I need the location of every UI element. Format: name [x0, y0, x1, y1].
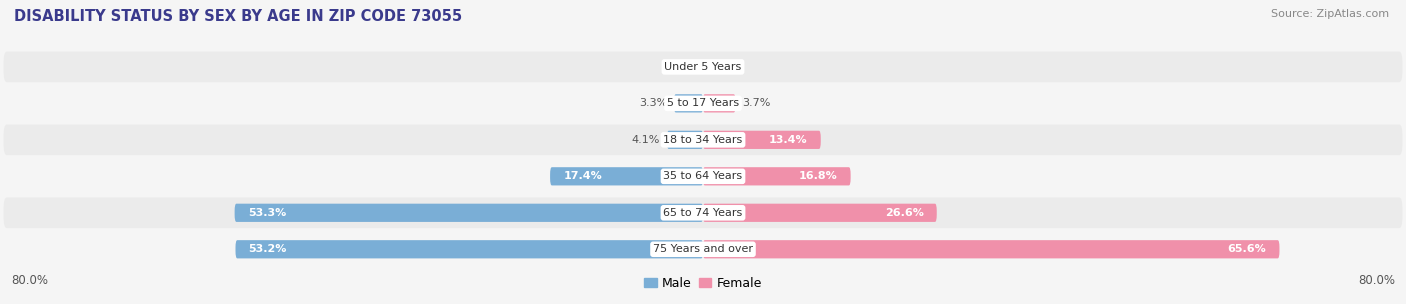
Text: Source: ZipAtlas.com: Source: ZipAtlas.com	[1271, 9, 1389, 19]
FancyBboxPatch shape	[4, 161, 1402, 192]
Text: 35 to 64 Years: 35 to 64 Years	[664, 171, 742, 181]
FancyBboxPatch shape	[235, 204, 703, 222]
Text: 18 to 34 Years: 18 to 34 Years	[664, 135, 742, 145]
Text: 17.4%: 17.4%	[564, 171, 602, 181]
FancyBboxPatch shape	[666, 131, 703, 149]
FancyBboxPatch shape	[4, 52, 1402, 82]
FancyBboxPatch shape	[550, 167, 703, 185]
Legend: Male, Female: Male, Female	[640, 272, 766, 295]
FancyBboxPatch shape	[4, 198, 1402, 228]
FancyBboxPatch shape	[4, 125, 1402, 155]
FancyBboxPatch shape	[703, 131, 821, 149]
Text: 5 to 17 Years: 5 to 17 Years	[666, 98, 740, 108]
Text: 13.4%: 13.4%	[769, 135, 807, 145]
FancyBboxPatch shape	[703, 167, 851, 185]
Text: 0.0%: 0.0%	[716, 62, 744, 72]
Text: 53.2%: 53.2%	[249, 244, 287, 254]
FancyBboxPatch shape	[236, 240, 703, 258]
Text: Under 5 Years: Under 5 Years	[665, 62, 741, 72]
Text: 80.0%: 80.0%	[11, 274, 48, 287]
FancyBboxPatch shape	[703, 204, 936, 222]
FancyBboxPatch shape	[703, 94, 735, 112]
Text: 3.3%: 3.3%	[638, 98, 666, 108]
Text: 53.3%: 53.3%	[247, 208, 285, 218]
Text: 0.0%: 0.0%	[662, 62, 690, 72]
Text: 3.7%: 3.7%	[742, 98, 770, 108]
Text: 65 to 74 Years: 65 to 74 Years	[664, 208, 742, 218]
Text: 4.1%: 4.1%	[631, 135, 659, 145]
Text: 80.0%: 80.0%	[1358, 274, 1395, 287]
Text: 75 Years and over: 75 Years and over	[652, 244, 754, 254]
FancyBboxPatch shape	[4, 88, 1402, 119]
FancyBboxPatch shape	[703, 240, 1279, 258]
Text: 16.8%: 16.8%	[799, 171, 838, 181]
FancyBboxPatch shape	[4, 234, 1402, 264]
FancyBboxPatch shape	[673, 94, 703, 112]
Text: 26.6%: 26.6%	[884, 208, 924, 218]
Text: DISABILITY STATUS BY SEX BY AGE IN ZIP CODE 73055: DISABILITY STATUS BY SEX BY AGE IN ZIP C…	[14, 9, 463, 24]
Text: 65.6%: 65.6%	[1227, 244, 1267, 254]
